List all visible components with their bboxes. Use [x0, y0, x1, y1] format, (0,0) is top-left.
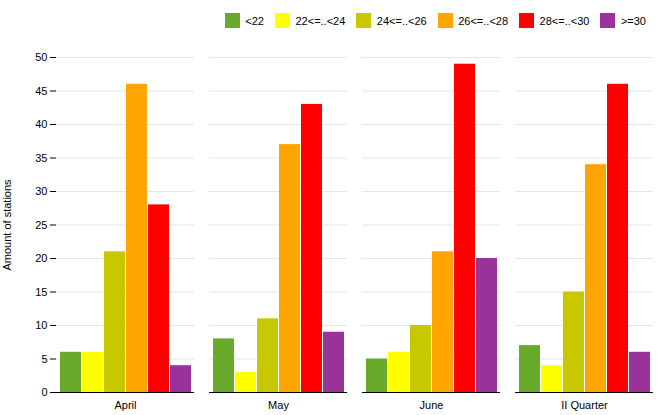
html-text:>=30: >=30 — [620, 14, 646, 27]
svg-text:0: 0 — [41, 386, 47, 398]
html-text:<22: <22 — [245, 14, 264, 27]
html-text:28<=..<30: 28<=..<30 — [539, 14, 590, 27]
svg-text:5: 5 — [41, 352, 47, 364]
svg-text:10: 10 — [35, 319, 47, 331]
svg-text:30: 30 — [35, 185, 47, 197]
svg-text:II Quarter: II Quarter — [561, 399, 608, 411]
svg-text:20: 20 — [35, 252, 47, 264]
svg-text:June: June — [420, 399, 444, 411]
svg-text:35: 35 — [35, 151, 47, 163]
html-text:24<=..<26: 24<=..<26 — [376, 14, 427, 27]
svg-text:45: 45 — [35, 84, 47, 96]
svg-text:Amount of stations: Amount of stations — [1, 178, 13, 270]
html-text:22<=..<24: 22<=..<24 — [295, 14, 346, 27]
svg-text:May: May — [268, 399, 289, 411]
svg-text:15: 15 — [35, 285, 47, 297]
svg-text:April: April — [114, 399, 136, 411]
svg-text:40: 40 — [35, 118, 47, 130]
svg-text:25: 25 — [35, 218, 47, 230]
svg-text:50: 50 — [35, 51, 47, 63]
html-text:26<=..<28: 26<=..<28 — [458, 14, 508, 27]
